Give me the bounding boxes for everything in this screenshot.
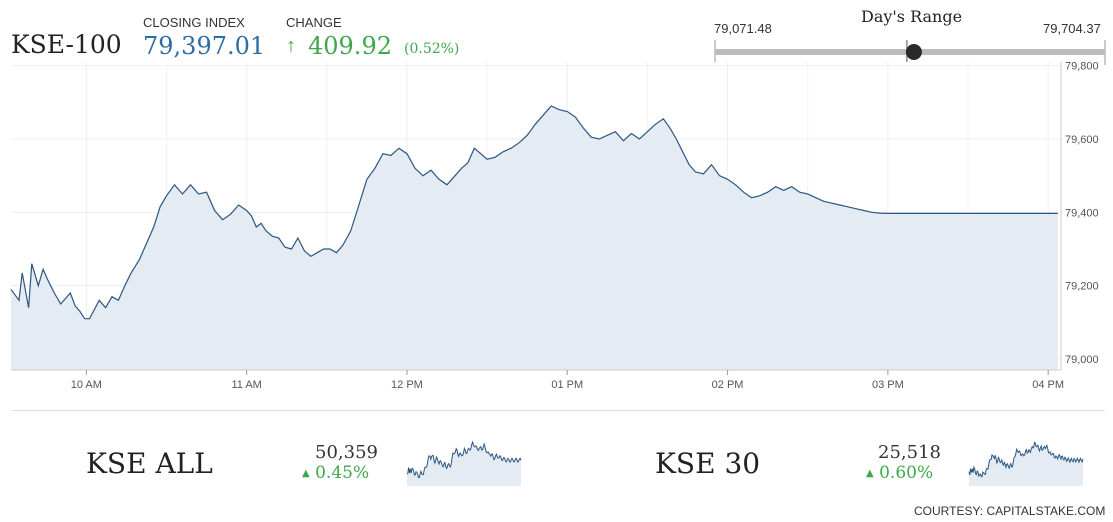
x-tick-label: 02 PM [712,379,744,391]
x-tick-label: 04 PM [1032,379,1064,391]
up-triangle-icon: ▲ [866,468,874,479]
closing-index-value: 79,397.01 [143,32,266,60]
y-tick-label: 79,400 [1065,207,1099,219]
change-percent: (0.52%) [404,41,460,57]
kse-all-percent: 0.45% [315,463,370,483]
up-arrow-icon: ↑ [286,35,296,57]
series-line [10,105,1058,320]
y-tick-label: 79,600 [1065,134,1099,146]
sparkline-area [969,442,1083,486]
change-label: CHANGE [286,15,342,30]
days-range-marker [905,40,922,65]
kse-all-name: KSE ALL [86,447,213,480]
section-divider [11,410,1105,411]
series-area [11,106,1058,370]
days-range-high: 79,704.37 [1043,21,1101,36]
up-triangle-icon: ▲ [302,468,310,479]
kse100-intraday-chart: 79,000 79,200 79,400 79,600 79,800 10 AM 11 AM… [10,62,1099,391]
days-range-slider [714,40,1106,65]
y-tick-label: 79,200 [1065,281,1099,293]
days-range-low: 79,071.48 [714,21,772,36]
kse-all-sparkline [406,440,522,486]
x-tick-label: 11 AM [231,379,261,391]
sparkline-line [968,441,1084,478]
kse-all-value: 50,359 [315,442,378,463]
kse-30-value: 25,518 [878,442,941,463]
index-name: KSE-100 [11,30,122,59]
kse-30-name: KSE 30 [655,447,761,480]
courtesy-credit[interactable]: COURTESY: CAPITALSTAKE.COM [914,504,1106,518]
y-tick-label: 79,000 [1065,354,1099,366]
x-tick-label: 12 PM [391,379,423,391]
y-tick-label: 79,800 [1065,62,1099,73]
x-tick-label: 03 PM [872,379,904,391]
days-range-title: Day's Range [861,7,963,26]
kse-30-sparkline [968,441,1084,486]
sparkline-line [406,440,522,479]
sparkline-area [407,442,521,486]
x-tick-label: 10 AM [71,379,102,391]
change-value: 409.92 [308,32,392,60]
kse-30-percent: 0.60% [879,463,934,483]
closing-index-label: CLOSING INDEX [143,15,245,30]
x-tick-label: 01 PM [551,379,583,391]
